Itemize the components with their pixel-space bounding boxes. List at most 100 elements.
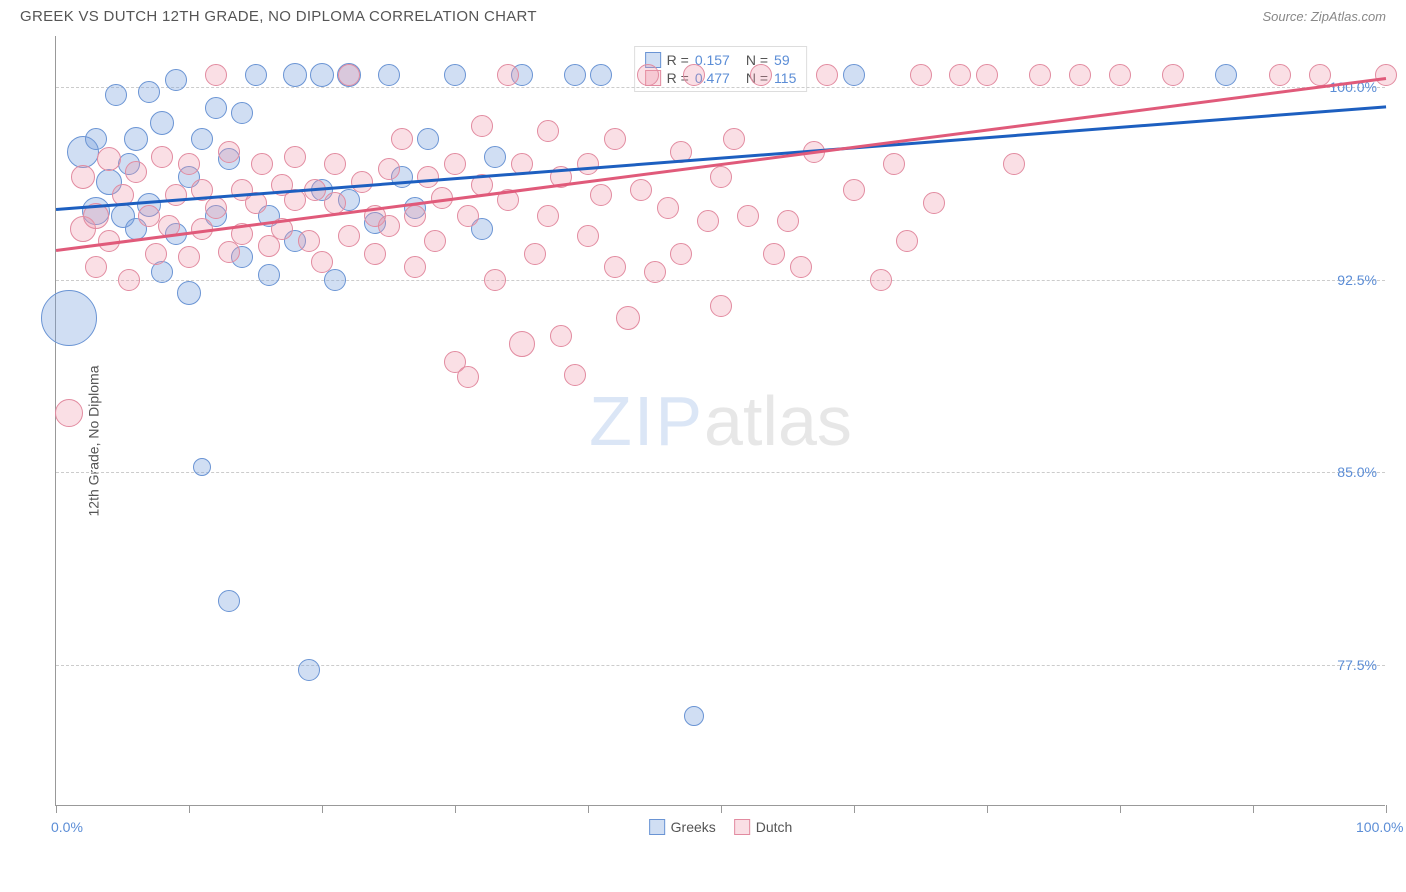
- scatter-point: [697, 210, 719, 232]
- scatter-point: [205, 97, 227, 119]
- scatter-point: [550, 325, 572, 347]
- scatter-point: [564, 64, 586, 86]
- scatter-point: [178, 246, 200, 268]
- scatter-point: [298, 230, 320, 252]
- scatter-point: [763, 243, 785, 265]
- x-tick: [189, 805, 190, 813]
- scatter-point: [843, 64, 865, 86]
- scatter-point: [404, 256, 426, 278]
- x-tick: [987, 805, 988, 813]
- scatter-point: [537, 120, 559, 142]
- grid-line: [56, 280, 1385, 281]
- scatter-point: [145, 243, 167, 265]
- scatter-point: [283, 63, 307, 87]
- scatter-point: [577, 153, 599, 175]
- x-tick: [322, 805, 323, 813]
- x-tick: [1120, 805, 1121, 813]
- scatter-point: [417, 166, 439, 188]
- scatter-point: [364, 243, 386, 265]
- scatter-point: [1069, 64, 1091, 86]
- y-tick-label: 85.0%: [1337, 464, 1377, 480]
- scatter-point: [105, 84, 127, 106]
- chart-source: Source: ZipAtlas.com: [1262, 9, 1386, 24]
- scatter-point: [896, 230, 918, 252]
- scatter-point: [378, 215, 400, 237]
- chart-header: GREEK VS DUTCH 12TH GRADE, NO DIPLOMA CO…: [0, 0, 1406, 31]
- legend-n-greeks: 59: [774, 52, 790, 68]
- scatter-point: [497, 64, 519, 86]
- scatter-point: [218, 141, 240, 163]
- scatter-point: [138, 205, 160, 227]
- x-tick: [56, 805, 57, 813]
- scatter-point: [324, 153, 346, 175]
- scatter-point: [684, 706, 704, 726]
- scatter-point: [737, 205, 759, 227]
- scatter-point: [484, 269, 506, 291]
- scatter-point: [1162, 64, 1184, 86]
- watermark-atlas: atlas: [704, 382, 852, 460]
- scatter-point: [41, 290, 97, 346]
- legend-swatch-dutch: [734, 819, 750, 835]
- scatter-point: [509, 331, 535, 357]
- scatter-point: [311, 251, 333, 273]
- legend-series: Greeks Dutch: [649, 819, 793, 835]
- watermark: ZIPatlas: [589, 381, 852, 461]
- scatter-point: [205, 64, 227, 86]
- scatter-point: [843, 179, 865, 201]
- scatter-point: [604, 256, 626, 278]
- scatter-point: [97, 147, 121, 171]
- scatter-point: [298, 659, 320, 681]
- scatter-point: [404, 205, 426, 227]
- scatter-point: [378, 158, 400, 180]
- scatter-point: [577, 225, 599, 247]
- scatter-point: [417, 128, 439, 150]
- y-tick-label: 77.5%: [1337, 657, 1377, 673]
- scatter-point: [251, 153, 273, 175]
- legend-label-dutch: Dutch: [756, 819, 793, 835]
- scatter-point: [424, 230, 446, 252]
- scatter-point: [178, 153, 200, 175]
- scatter-point: [590, 184, 612, 206]
- x-tick: [721, 805, 722, 813]
- scatter-point: [55, 399, 83, 427]
- x-tick: [588, 805, 589, 813]
- scatter-point: [976, 64, 998, 86]
- scatter-point: [324, 269, 346, 291]
- scatter-point: [165, 69, 187, 91]
- scatter-point: [471, 115, 493, 137]
- scatter-point: [85, 128, 107, 150]
- scatter-point: [284, 146, 306, 168]
- scatter-point: [124, 127, 148, 151]
- scatter-point: [324, 192, 346, 214]
- scatter-point: [630, 179, 652, 201]
- scatter-point: [883, 153, 905, 175]
- scatter-point: [138, 81, 160, 103]
- scatter-point: [258, 235, 280, 257]
- scatter-point: [85, 256, 107, 278]
- scatter-point: [1269, 64, 1291, 86]
- scatter-point: [777, 210, 799, 232]
- scatter-point: [816, 64, 838, 86]
- scatter-point: [590, 64, 612, 86]
- scatter-point: [524, 243, 546, 265]
- scatter-point: [790, 256, 812, 278]
- grid-line: [56, 665, 1385, 666]
- x-tick: [455, 805, 456, 813]
- scatter-point: [378, 64, 400, 86]
- scatter-point: [1109, 64, 1131, 86]
- grid-line: [56, 87, 1385, 88]
- scatter-point: [191, 128, 213, 150]
- scatter-point: [338, 225, 360, 247]
- scatter-point: [118, 269, 140, 291]
- scatter-point: [245, 64, 267, 86]
- plot-area: ZIPatlas R = 0.157 N = 59 R = 0.477 N = …: [55, 36, 1385, 806]
- scatter-point: [1003, 153, 1025, 175]
- scatter-point: [616, 306, 640, 330]
- scatter-point: [657, 197, 679, 219]
- x-tick-label: 0.0%: [51, 819, 83, 835]
- legend-label-greeks: Greeks: [671, 819, 716, 835]
- scatter-point: [923, 192, 945, 214]
- legend-n-dutch: 115: [774, 70, 796, 86]
- scatter-point: [750, 64, 772, 86]
- scatter-point: [444, 153, 466, 175]
